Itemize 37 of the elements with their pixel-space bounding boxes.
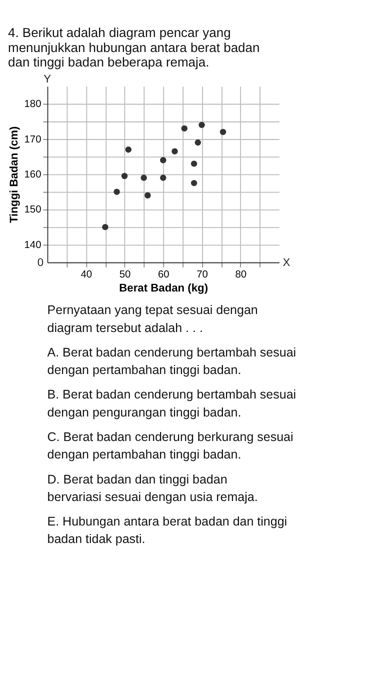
- text: Pernyataan yang tepat sesuai dengan diagram tersebut adalah . . .: [47, 303, 258, 335]
- point: [121, 172, 128, 180]
- text: X: [282, 257, 291, 270]
- point: [198, 122, 205, 128]
- x-tick-label: 70: [196, 270, 208, 281]
- text: 0: [37, 257, 44, 270]
- text: E. Hubungan antara berat badan dan tinggi badan tidak pasti.: [47, 514, 288, 546]
- x-tick-label: 50: [119, 270, 131, 281]
- point: [160, 157, 166, 164]
- x-tick-label: 40: [80, 270, 92, 281]
- chart-title: 4. Berikut adalah diagram pencar yang menunjukkan hubungan antara berat badan dan tinggi badan beberapa remaja.: [8, 25, 260, 70]
- x-axis-title: Berat Badan (kg): [119, 282, 208, 294]
- y-tick-label: 170: [24, 134, 42, 146]
- point: [194, 139, 202, 146]
- text: D. Berat badan dan tinggi badan bervariasi sesuai dengan usia remaja.: [47, 472, 258, 504]
- point: [220, 128, 226, 136]
- point: [181, 125, 188, 132]
- point: [102, 224, 108, 230]
- point: [160, 174, 166, 181]
- text: A. Berat badan cenderung bertambah sesuai dengan pertambahan tinggi badan.: [47, 345, 296, 378]
- point: [144, 192, 151, 198]
- point: [190, 180, 198, 186]
- point: [114, 188, 120, 195]
- y-tick-label: 180: [24, 99, 42, 110]
- y-tick-label: 150: [24, 204, 42, 216]
- y-tick-label: 160: [24, 169, 42, 180]
- text: B. Berat badan cenderung bertambah sesuai dengan pengurangan tinggi badan.: [47, 388, 296, 420]
- x-tick-label: 60: [158, 270, 170, 281]
- y-tick-label: 140: [24, 240, 42, 251]
- text: C. Berat badan cenderung berkurang sesuai dengan pertambahan tinggi badan.: [47, 430, 294, 462]
- y-axis-title: Tinggi Badan (cm): [8, 126, 21, 224]
- x-tick-label: 80: [235, 270, 247, 281]
- point: [140, 174, 147, 181]
- text: Y: [44, 73, 52, 86]
- point: [125, 146, 132, 153]
- point: [190, 160, 198, 167]
- point: [172, 148, 178, 154]
